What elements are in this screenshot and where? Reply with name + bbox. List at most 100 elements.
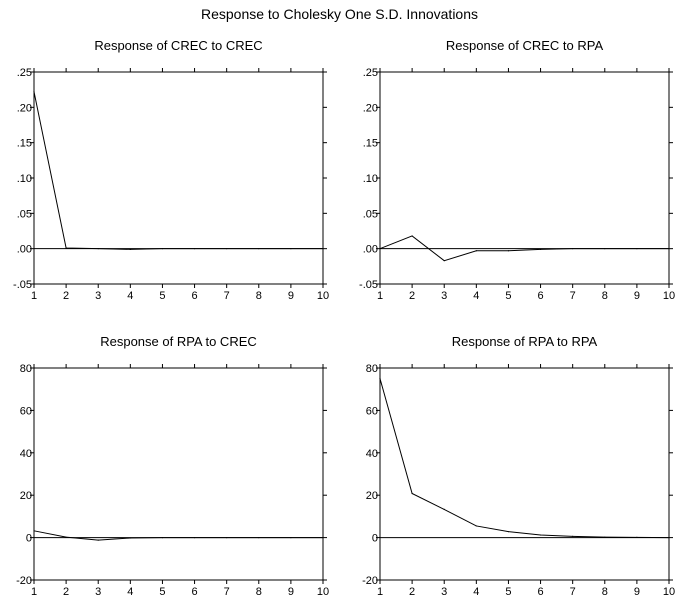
data-point xyxy=(539,534,542,536)
response-line xyxy=(33,530,323,541)
data-point xyxy=(411,235,413,237)
data-point xyxy=(290,537,292,539)
x-tick-label: 6 xyxy=(191,586,197,597)
data-point xyxy=(443,508,445,511)
y-tick-label: -.05 xyxy=(13,279,32,291)
x-tick-label: 3 xyxy=(441,586,447,597)
y-tick-label: .20 xyxy=(363,102,378,114)
response-line xyxy=(33,91,323,250)
data-point xyxy=(636,248,638,250)
x-tick-label: 1 xyxy=(377,586,383,597)
data-point xyxy=(290,248,292,250)
x-tick-label: 10 xyxy=(317,586,329,597)
data-point xyxy=(668,248,670,250)
panel-2: Response of CREC to RPA -.05 .00 .05 .10 .15.… xyxy=(359,38,675,302)
data-point xyxy=(604,536,606,538)
figure-title: Response to Cholesky One S.D. Innovation… xyxy=(200,6,479,22)
data-point xyxy=(379,378,381,380)
panel-3: Response of RPA to CREC -20 0 20 40 60 80 1 2 3 4 5… xyxy=(16,334,329,597)
data-point xyxy=(161,248,164,250)
panel-title: Response of CREC to RPA xyxy=(446,38,604,53)
x-tick-label: 4 xyxy=(473,290,479,302)
data-point xyxy=(572,248,574,250)
y-tick-label: 20 xyxy=(366,490,378,502)
x-tick-label: 8 xyxy=(256,290,262,302)
y-tick-label: .25 xyxy=(363,67,378,79)
x-tick-label: 6 xyxy=(537,586,543,597)
data-point xyxy=(507,531,510,533)
data-point xyxy=(193,537,196,539)
data-point xyxy=(129,537,131,539)
data-point xyxy=(193,248,196,250)
x-tick-label: 8 xyxy=(256,586,262,597)
data-point xyxy=(258,537,260,539)
data-point xyxy=(322,537,324,539)
x-tick-label: 5 xyxy=(159,290,165,302)
x-tick-label: 2 xyxy=(63,290,69,302)
y-tick-label: -.05 xyxy=(359,279,378,291)
y-tick-label: .25 xyxy=(17,67,32,79)
y-tick-label: .05 xyxy=(17,208,32,220)
x-tick-label: 3 xyxy=(95,586,101,597)
y-tick-label: -20 xyxy=(362,575,378,587)
panel-title: Response of RPA to CREC xyxy=(100,334,257,349)
data-point xyxy=(379,248,381,250)
plot-frame xyxy=(379,71,670,285)
panel-title: Response of CREC to CREC xyxy=(94,38,262,53)
x-tick-label: 3 xyxy=(441,290,447,302)
plot-frame xyxy=(379,367,670,581)
x-tick-label: 4 xyxy=(127,290,133,302)
x-tick-label: 7 xyxy=(224,586,230,597)
x-tick-label: 9 xyxy=(288,586,294,597)
y-tick-label: .00 xyxy=(363,244,378,256)
data-point xyxy=(258,248,260,250)
data-point xyxy=(129,248,131,250)
data-point xyxy=(572,535,574,537)
y-tick-label: 40 xyxy=(366,448,378,460)
data-point xyxy=(507,250,510,252)
y-tick-label: 60 xyxy=(366,405,378,417)
y-tick-label: .05 xyxy=(363,208,378,220)
y-tick-label: 80 xyxy=(20,363,32,375)
x-tick-label: 10 xyxy=(317,290,329,302)
x-tick-label: 7 xyxy=(570,290,576,302)
data-point xyxy=(604,248,606,250)
y-tick-label: 40 xyxy=(20,448,32,460)
x-tick-label: 5 xyxy=(505,290,511,302)
x-tick-label: 5 xyxy=(159,586,165,597)
panel-1: Response of CREC to CREC -.05 .00 .05 .10 .15… xyxy=(13,38,329,302)
x-tick-label: 4 xyxy=(473,586,479,597)
data-point xyxy=(97,539,99,541)
data-point xyxy=(475,250,477,252)
x-tick-label: 2 xyxy=(409,586,415,597)
x-tick-label: 2 xyxy=(409,290,415,302)
x-tick-label: 8 xyxy=(602,290,608,302)
response-line xyxy=(379,235,669,262)
x-tick-label: 2 xyxy=(63,586,69,597)
x-tick-label: 7 xyxy=(224,290,230,302)
x-tick-label: 9 xyxy=(634,290,640,302)
y-tick-label: .00 xyxy=(17,244,32,256)
plot-frame xyxy=(33,71,324,285)
data-point xyxy=(97,248,99,250)
data-point xyxy=(161,537,164,539)
data-point xyxy=(411,492,413,495)
y-tick-label: 0 xyxy=(26,533,32,545)
x-tick-label: 1 xyxy=(31,586,37,597)
y-tick-label: .10 xyxy=(17,173,32,185)
data-point xyxy=(226,248,228,250)
data-point xyxy=(668,537,670,539)
x-tick-label: 6 xyxy=(191,290,197,302)
y-tick-label: 60 xyxy=(20,405,32,417)
y-tick-label: 80 xyxy=(366,363,378,375)
data-point xyxy=(322,248,324,250)
x-tick-label: 10 xyxy=(663,586,675,597)
x-tick-label: 8 xyxy=(602,586,608,597)
data-point xyxy=(636,536,638,538)
data-point xyxy=(65,536,67,538)
data-point xyxy=(443,260,445,262)
y-tick-label: .10 xyxy=(363,173,378,185)
x-tick-label: 1 xyxy=(31,290,37,302)
data-point xyxy=(33,91,35,93)
y-tick-label: 20 xyxy=(20,490,32,502)
